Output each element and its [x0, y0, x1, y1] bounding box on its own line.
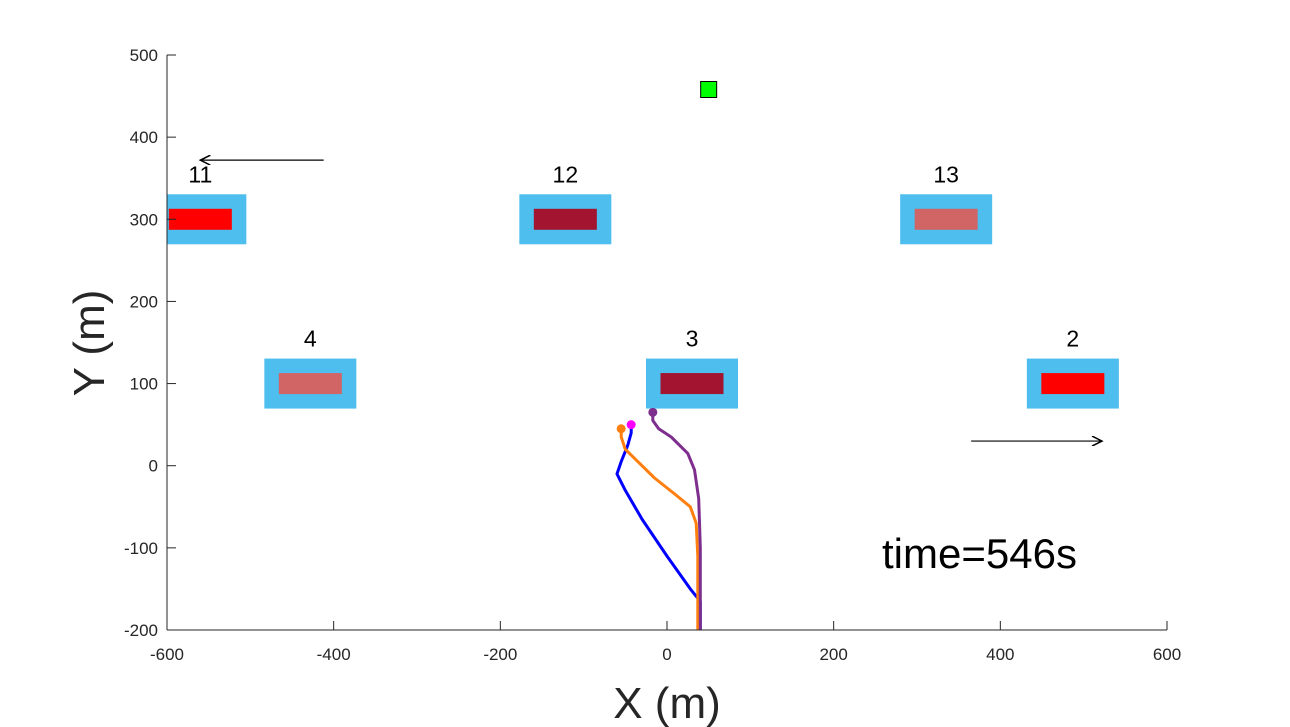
- x-axis-label: X (m): [613, 679, 721, 727]
- x-tick-label: -600: [150, 645, 184, 664]
- axes: -600 -400 -200 0 200 400 600 -200 -100 0 100 200 300…: [124, 46, 1181, 664]
- x-tick-label: 400: [986, 645, 1014, 664]
- vehicle-11: [168, 208, 232, 230]
- y-tick-label: -100: [124, 539, 158, 558]
- zone-label-3: 3: [686, 326, 699, 352]
- vehicle-12: [533, 208, 597, 230]
- y-axis-label: Y (m): [65, 290, 114, 397]
- y-tick-label: 0: [149, 457, 158, 476]
- x-tick-label: -200: [483, 645, 517, 664]
- zone-label-4: 4: [304, 326, 317, 352]
- zone-label-2: 2: [1066, 326, 1079, 352]
- endpoint-marker-purple: [648, 407, 658, 417]
- y-tick-label: 400: [130, 128, 158, 147]
- vehicle-2: [1041, 373, 1105, 395]
- vehicle-4: [278, 373, 342, 395]
- target-marker: [700, 81, 718, 98]
- trajectory-orange: [619, 428, 700, 630]
- x-tick-label: 200: [819, 645, 847, 664]
- y-tick-label: 300: [130, 210, 158, 229]
- y-tick-label: -200: [124, 621, 158, 640]
- zone-label-12: 12: [553, 161, 579, 187]
- x-tick-label: 600: [1153, 645, 1181, 664]
- y-tick-label: 100: [130, 375, 158, 394]
- arrow-layer: [200, 160, 1102, 441]
- y-tick-label: 500: [130, 46, 158, 65]
- zone-label-13: 13: [933, 161, 959, 187]
- trajectory-blue: [615, 424, 702, 630]
- endpoint-marker-orange: [616, 424, 626, 434]
- marker-layer: [616, 81, 718, 434]
- zone-label-11: 11: [188, 161, 212, 187]
- trajectory-purple: [651, 412, 702, 630]
- vehicle-13: [914, 208, 978, 230]
- zone-layer: [167, 194, 1119, 409]
- time-annotation: time=546s: [882, 530, 1077, 577]
- series-layer: [615, 412, 702, 630]
- x-tick-label: -400: [317, 645, 351, 664]
- y-tick-label: 200: [130, 292, 158, 311]
- endpoint-marker-magenta: [626, 420, 636, 430]
- x-tick-label: 0: [662, 645, 671, 664]
- vehicle-3: [660, 373, 724, 395]
